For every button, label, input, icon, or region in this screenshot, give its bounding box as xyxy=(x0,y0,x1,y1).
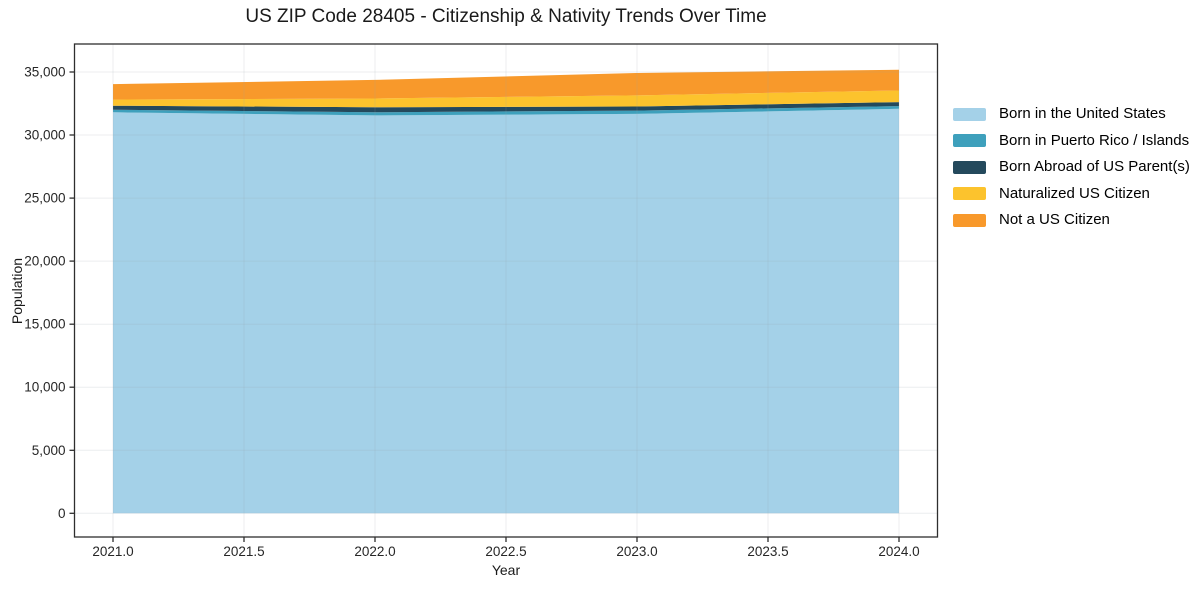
chart-title: US ZIP Code 28405 - Citizenship & Nativi… xyxy=(245,6,767,27)
x-tick-label: 2021.0 xyxy=(92,544,133,559)
chart-legend: Born in the United States Born in Puerto … xyxy=(953,105,1189,239)
legend-swatch-icon xyxy=(953,160,986,174)
legend-item-label: Born in the United States xyxy=(999,105,1166,122)
x-tick-label: 2023.5 xyxy=(747,544,788,559)
x-axis-title: Year xyxy=(491,562,521,578)
y-tick-label: 35,000 xyxy=(24,65,65,80)
y-tick-label: 15,000 xyxy=(24,317,65,332)
area-series-5 xyxy=(113,69,899,100)
legend-item: Not a US Citizen xyxy=(953,211,1189,229)
area-series-3 xyxy=(113,102,899,113)
legend-swatch-icon xyxy=(953,107,986,121)
x-tick-label: 2024.0 xyxy=(878,544,919,559)
area-series-2 xyxy=(113,106,899,116)
legend-item-label: Born in Puerto Rico / Islands xyxy=(999,131,1189,149)
y-tick-label: 30,000 xyxy=(24,128,65,143)
x-tick-label: 2022.0 xyxy=(354,544,395,559)
x-tick-label: 2022.5 xyxy=(485,544,526,559)
legend-item-label: Not a US Citizen xyxy=(999,211,1110,228)
legend-item: Naturalized US Citizen xyxy=(953,184,1189,203)
legend-swatch-icon xyxy=(953,187,986,201)
x-tick-label: 2021.5 xyxy=(223,544,264,559)
y-tick-label: 5,000 xyxy=(32,443,66,458)
legend-item: Born in Puerto Rico / Islands xyxy=(953,131,1189,150)
area-series-4 xyxy=(113,90,899,108)
y-tick-label: 0 xyxy=(58,506,66,521)
legend-item: Born Abroad of US Parent(s) xyxy=(953,158,1189,176)
y-tick-label: 10,000 xyxy=(24,380,65,395)
legend-swatch-icon xyxy=(953,134,986,148)
legend-item: Born in the United States xyxy=(953,105,1189,123)
legend-item-label: Naturalized US Citizen xyxy=(999,184,1150,202)
y-tick-label: 20,000 xyxy=(24,254,65,269)
area-series-1 xyxy=(113,108,899,514)
y-axis-title: Population xyxy=(9,257,25,325)
legend-swatch-icon xyxy=(953,213,986,227)
x-tick-label: 2023.0 xyxy=(616,544,657,559)
y-tick-label: 25,000 xyxy=(24,191,65,206)
legend-item-label: Born Abroad of US Parent(s) xyxy=(999,158,1189,175)
